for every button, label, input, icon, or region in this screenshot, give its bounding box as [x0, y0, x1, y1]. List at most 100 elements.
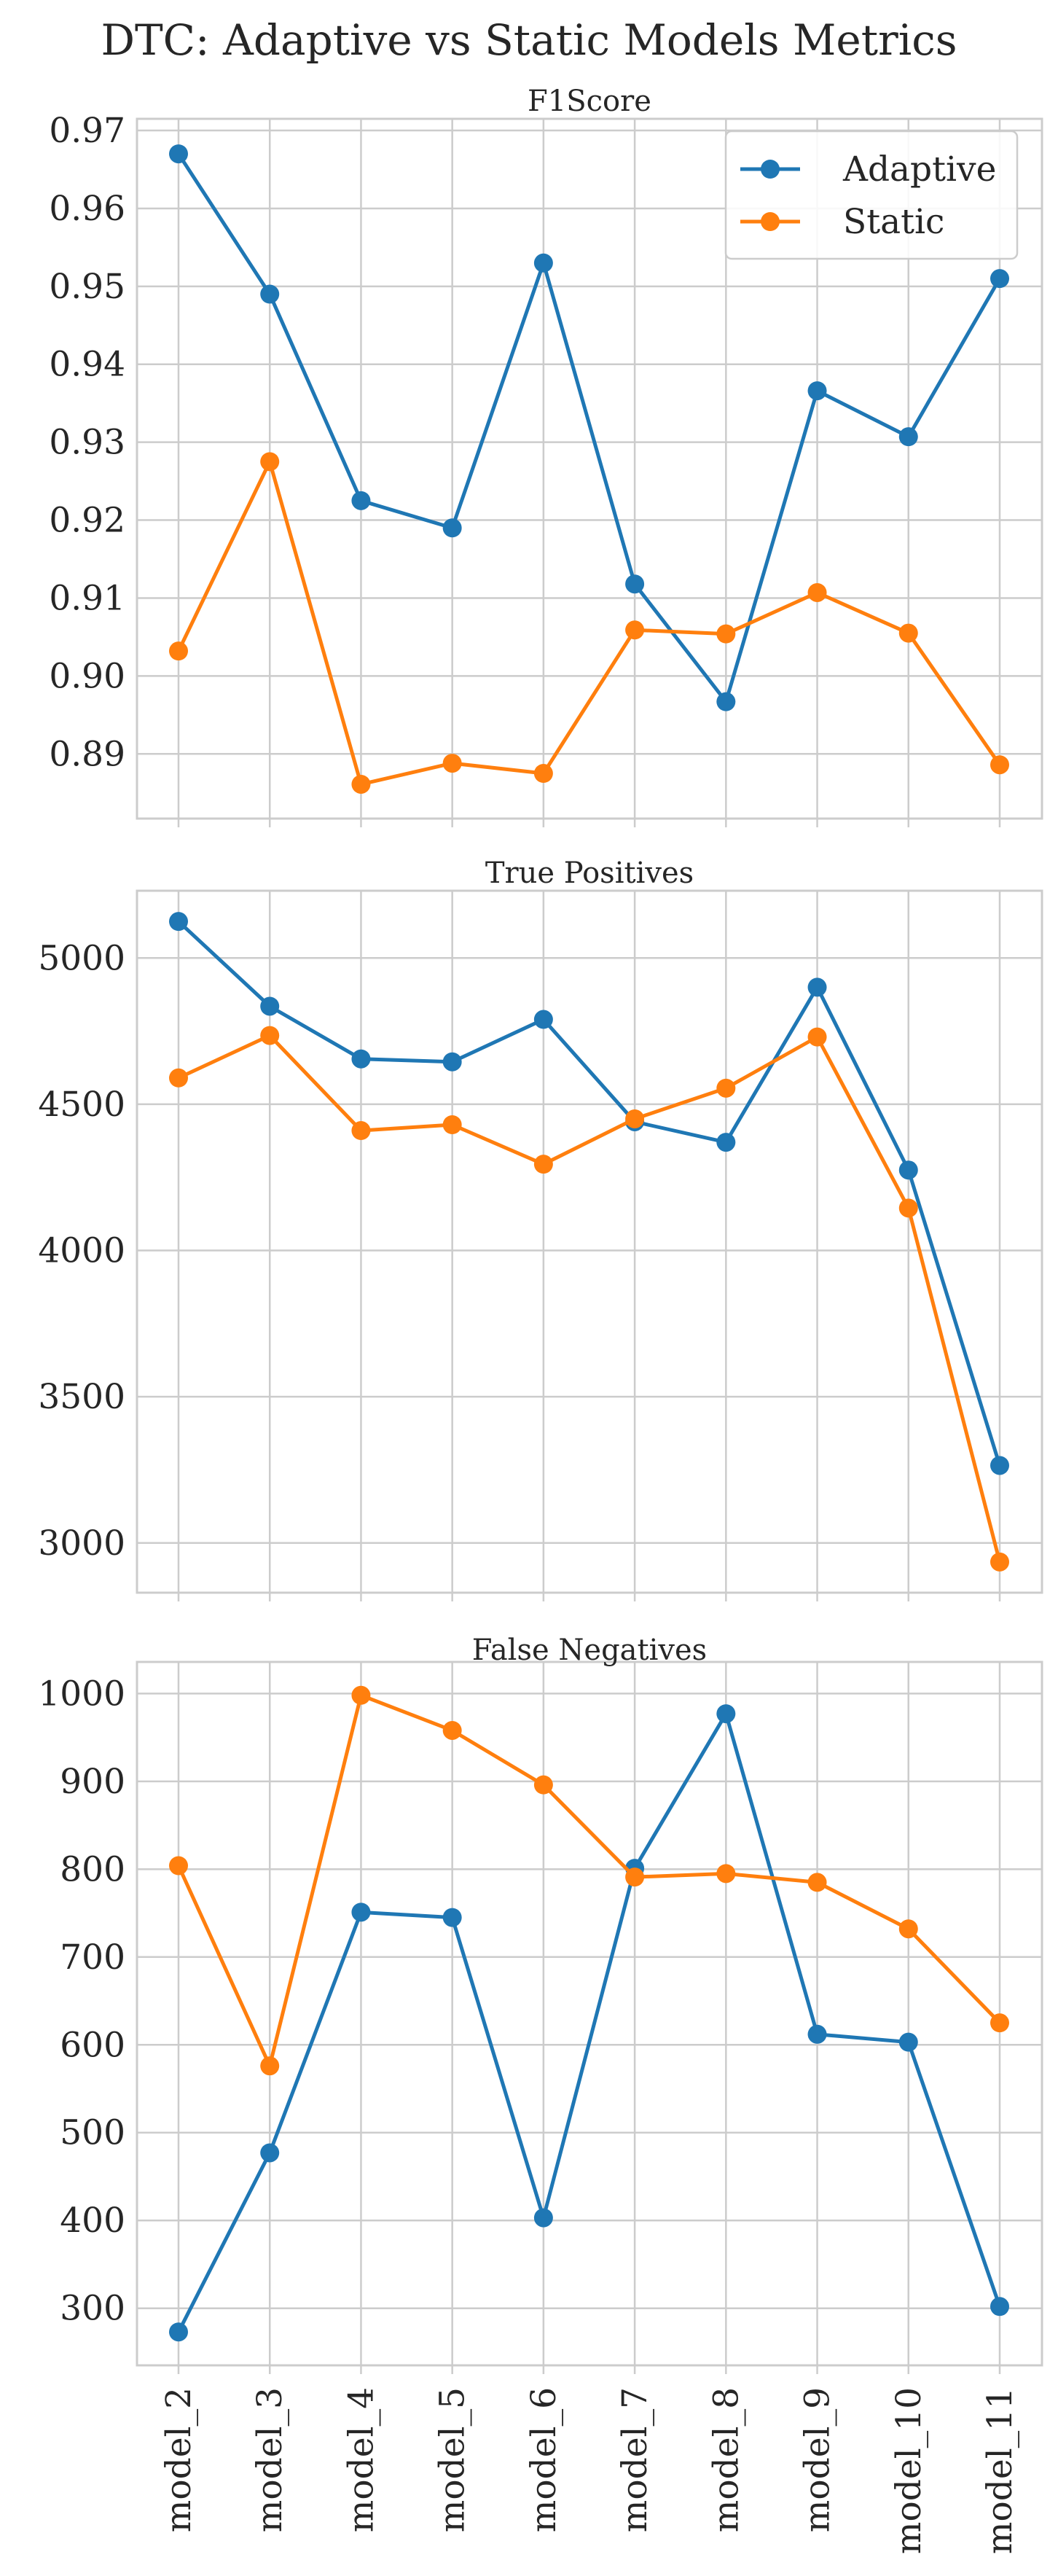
plot-frame [137, 1662, 1042, 2365]
series-line-static [179, 1036, 1000, 1562]
y-tick-label: 400 [60, 2201, 125, 2241]
x-axis-tick-labels: model_2 model_3 model_4 model_5 model_6 model… [159, 2387, 1020, 2554]
y-tick-label: 1000 [38, 1674, 125, 1714]
data-point-static [808, 1873, 827, 1892]
x-tick-label: model_10 [889, 2387, 929, 2554]
data-point-static [351, 1686, 370, 1705]
y-tick-label: 700 [60, 1937, 125, 1978]
data-point-static [534, 1155, 553, 1174]
data-point-static [260, 2056, 279, 2075]
chart-title: False Negatives [472, 1634, 707, 1667]
y-tick-label: 0.92 [49, 501, 125, 541]
y-tick-label: 3000 [38, 1523, 125, 1564]
data-point-static [169, 641, 188, 660]
chart-title: True Positives [485, 856, 694, 890]
y-tick-label: 0.89 [49, 734, 125, 774]
data-point-adaptive [990, 269, 1009, 288]
legend-label-static: Static [843, 202, 944, 242]
legend-marker-adaptive [761, 160, 780, 179]
x-tick-label: model_3 [250, 2387, 290, 2532]
x-tick-label: model_11 [980, 2387, 1020, 2554]
x-tick-label: model_6 [524, 2387, 564, 2532]
data-point-static [990, 1553, 1009, 1572]
data-point-adaptive [899, 2033, 918, 2052]
data-point-adaptive [808, 2025, 827, 2044]
plot-frame [137, 891, 1042, 1593]
y-tick-label: 4500 [38, 1085, 125, 1125]
data-point-adaptive [443, 518, 462, 537]
y-tick-label: 300 [60, 2289, 125, 2329]
series-line-static [179, 1695, 1000, 2066]
x-tick-label: model_9 [798, 2387, 838, 2532]
data-point-static [443, 754, 462, 773]
x-tick-label: model_2 [159, 2387, 199, 2532]
data-point-static [899, 1198, 918, 1217]
data-point-adaptive [899, 1160, 918, 1179]
y-tick-label: 800 [60, 1849, 125, 1889]
data-point-static [625, 620, 644, 639]
y-tick-label: 0.97 [49, 111, 125, 151]
data-point-adaptive [351, 1902, 370, 1921]
data-point-adaptive [169, 2322, 188, 2341]
y-tick-label: 0.96 [49, 189, 125, 229]
data-point-adaptive [990, 2297, 1009, 2316]
data-point-adaptive [625, 574, 644, 593]
data-point-static [625, 1109, 644, 1128]
y-tick-label: 5000 [38, 938, 125, 978]
data-point-adaptive [899, 427, 918, 446]
y-tick-label: 4000 [38, 1231, 125, 1271]
data-point-adaptive [443, 1053, 462, 1072]
y-tick-label: 0.90 [49, 656, 125, 696]
data-point-adaptive [808, 381, 827, 400]
data-point-adaptive [808, 977, 827, 996]
chart-panel-false-negatives: False Negatives 300 400 500 600 700 800 900 100… [38, 1634, 1042, 2374]
data-point-static [351, 1121, 370, 1140]
chart-panel-f1score: F1Score 0.89 0.90 0.91 0.92 0.93 0.94 0.95 0.96… [49, 85, 1042, 827]
data-point-adaptive [351, 491, 370, 510]
data-point-static [169, 1069, 188, 1088]
data-point-adaptive [716, 1704, 735, 1723]
data-point-adaptive [443, 1908, 462, 1927]
data-point-adaptive [169, 144, 188, 163]
data-point-static [716, 1864, 735, 1883]
x-tick-label: model_8 [706, 2387, 746, 2532]
chart-title: F1Score [528, 85, 651, 118]
data-point-static [169, 1857, 188, 1876]
data-point-adaptive [990, 1456, 1009, 1475]
data-point-static [260, 452, 279, 471]
series-line-adaptive [179, 1714, 1000, 2332]
data-point-static [716, 625, 735, 644]
data-point-adaptive [534, 2209, 553, 2228]
x-tick-label: model_5 [433, 2387, 473, 2532]
series-line-static [179, 461, 1000, 784]
y-tick-label: 900 [60, 1762, 125, 1802]
data-point-static [534, 764, 553, 783]
data-point-static [534, 1776, 553, 1795]
data-point-static [260, 1026, 279, 1045]
data-point-static [625, 1867, 644, 1886]
data-point-adaptive [534, 1010, 553, 1029]
data-point-static [899, 624, 918, 643]
figure-title: DTC: Adaptive vs Static Models Metrics [101, 15, 957, 65]
legend-label-adaptive: Adaptive [842, 149, 996, 190]
data-point-adaptive [351, 1050, 370, 1069]
y-tick-label: 600 [60, 2025, 125, 2065]
data-point-static [808, 583, 827, 602]
y-tick-label: 0.95 [49, 267, 125, 307]
data-point-static [443, 1115, 462, 1134]
x-tick-label: model_7 [615, 2387, 655, 2532]
data-point-adaptive [260, 996, 279, 1015]
y-tick-label: 0.94 [49, 345, 125, 385]
data-point-adaptive [260, 2143, 279, 2162]
data-point-static [716, 1079, 735, 1098]
y-tick-label: 3500 [38, 1377, 125, 1417]
chart-panel-true-positives: True Positives 3000 3500 4000 4500 5000 [38, 856, 1042, 1601]
data-point-adaptive [716, 1133, 735, 1152]
data-point-static [990, 755, 1009, 774]
y-tick-label: 0.93 [49, 423, 125, 463]
legend-marker-static [761, 212, 780, 231]
data-point-static [990, 2013, 1009, 2032]
data-point-static [899, 1919, 918, 1938]
data-point-adaptive [169, 912, 188, 931]
